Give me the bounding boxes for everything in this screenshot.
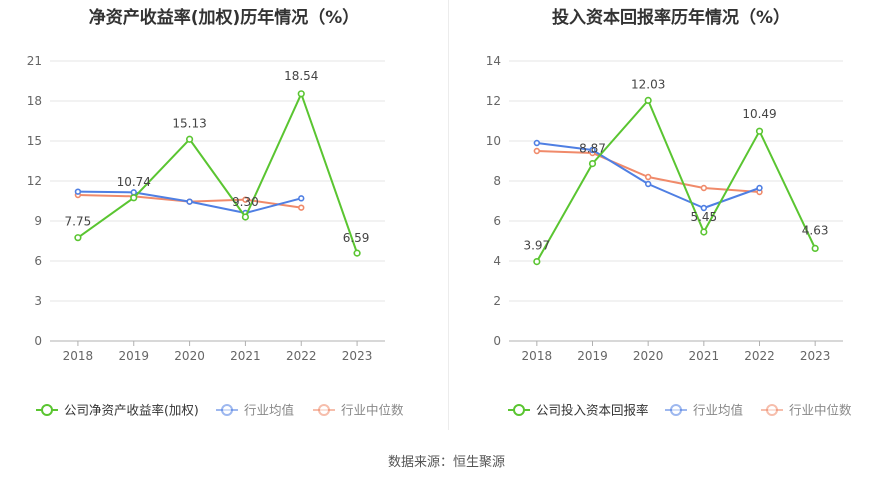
data-point — [186, 198, 193, 205]
x-tick-label: 2019 — [577, 349, 608, 363]
x-tick-label: 2018 — [522, 349, 553, 363]
data-point — [130, 189, 137, 196]
legend-marker — [766, 404, 778, 416]
data-point — [298, 204, 305, 211]
data-label: 5.45 — [690, 210, 717, 224]
legend-marker — [670, 404, 682, 416]
series-line — [77, 92, 359, 254]
legend-label: 公司投入资本回报率 — [536, 403, 649, 418]
data-label: 4.63 — [802, 223, 829, 237]
y-tick-label: 3 — [34, 294, 42, 308]
chart-title-roic: 投入资本回报率历年情况（%） — [551, 8, 791, 28]
y-tick-label: 15 — [27, 134, 42, 148]
legend-item: 行业中位数 — [761, 403, 852, 418]
panel-divider — [448, 0, 449, 430]
legend-item: 行业均值 — [216, 403, 294, 418]
x-tick-label: 2020 — [633, 349, 664, 363]
data-label: 8.87 — [579, 142, 606, 156]
data-point — [353, 249, 361, 257]
y-tick-label: 9 — [34, 214, 42, 228]
y-tick-label: 0 — [493, 334, 501, 348]
x-tick-label: 2020 — [174, 349, 205, 363]
data-label: 10.49 — [742, 107, 776, 121]
legend-label: 行业中位数 — [789, 403, 852, 418]
x-tick-label: 2018 — [63, 349, 94, 363]
data-point — [644, 180, 652, 188]
data-point — [533, 258, 541, 266]
data-point — [297, 90, 305, 98]
legend-marker — [513, 404, 525, 416]
x-tick-label: 2022 — [744, 349, 775, 363]
legend-marker — [221, 404, 233, 416]
legend-marker — [318, 404, 330, 416]
legend-item: 行业中位数 — [313, 403, 404, 418]
y-tick-label: 14 — [486, 54, 501, 68]
data-point — [242, 196, 249, 203]
y-tick-label: 4 — [493, 254, 501, 268]
chart-panel-1: 0 2 4 6 8 10 12 14 2018 2019 2020 2021 2022 2023 3.97 8… — [486, 54, 852, 418]
data-point — [700, 184, 708, 192]
x-tick-label: 2021 — [689, 349, 720, 363]
y-tick-label: 2 — [493, 294, 501, 308]
data-label: 9.30 — [232, 195, 259, 209]
data-label: 10.74 — [117, 175, 151, 189]
x-tick-label: 2022 — [286, 349, 317, 363]
x-tick-label: 2019 — [118, 349, 149, 363]
x-tick-label: 2021 — [230, 349, 261, 363]
legend-marker — [41, 404, 53, 416]
data-point — [644, 96, 652, 104]
data-label: 3.97 — [523, 239, 550, 253]
legend-label: 行业均值 — [693, 403, 743, 418]
y-tick-label: 21 — [27, 54, 42, 68]
data-point — [74, 188, 82, 195]
legend-item: 行业均值 — [665, 403, 743, 418]
data-point — [700, 228, 708, 236]
y-tick-label: 12 — [27, 174, 42, 188]
data-label: 15.13 — [172, 116, 206, 130]
y-tick-label: 6 — [493, 214, 501, 228]
data-point — [588, 160, 597, 168]
legend-item: 公司投入资本回报率 — [508, 403, 649, 418]
legend-label: 公司净资产收益率(加权) — [64, 403, 199, 418]
series-line — [535, 99, 817, 263]
y-tick-label: 12 — [486, 94, 501, 108]
legend-item: 公司净资产收益率(加权) — [36, 403, 199, 418]
data-point — [130, 194, 138, 202]
data-point — [185, 135, 194, 143]
chart-title-roe: 净资产收益率(加权)历年情况（%） — [88, 8, 360, 28]
data-point — [241, 213, 250, 221]
data-point — [298, 195, 305, 202]
x-tick-label: 2023 — [800, 349, 831, 363]
data-point — [589, 146, 596, 154]
data-point — [700, 204, 708, 212]
data-point — [755, 127, 764, 135]
data-source-note: 数据来源：恒生聚源 — [387, 455, 505, 470]
y-tick-label: 0 — [34, 334, 42, 348]
x-tick-label: 2023 — [342, 349, 373, 363]
y-tick-label: 18 — [27, 94, 42, 108]
data-point — [533, 147, 541, 155]
data-label: 6.59 — [343, 231, 370, 245]
legend-label: 行业中位数 — [341, 403, 404, 418]
data-point — [644, 173, 652, 181]
data-point — [74, 234, 82, 242]
data-point — [811, 244, 819, 252]
y-tick-label: 6 — [34, 254, 42, 268]
legend-label: 行业均值 — [244, 403, 294, 418]
y-tick-label: 10 — [486, 134, 501, 148]
chart-panel-0: 0 3 6 9 12 15 18 21 2018 2019 2020 2021 2022 2023 7.75… — [27, 54, 404, 418]
data-label: 7.75 — [65, 215, 92, 229]
data-point — [756, 184, 763, 192]
data-label: 18.54 — [284, 69, 318, 83]
data-point — [533, 139, 541, 147]
y-tick-label: 8 — [493, 174, 501, 188]
data-label: 12.03 — [631, 77, 665, 91]
